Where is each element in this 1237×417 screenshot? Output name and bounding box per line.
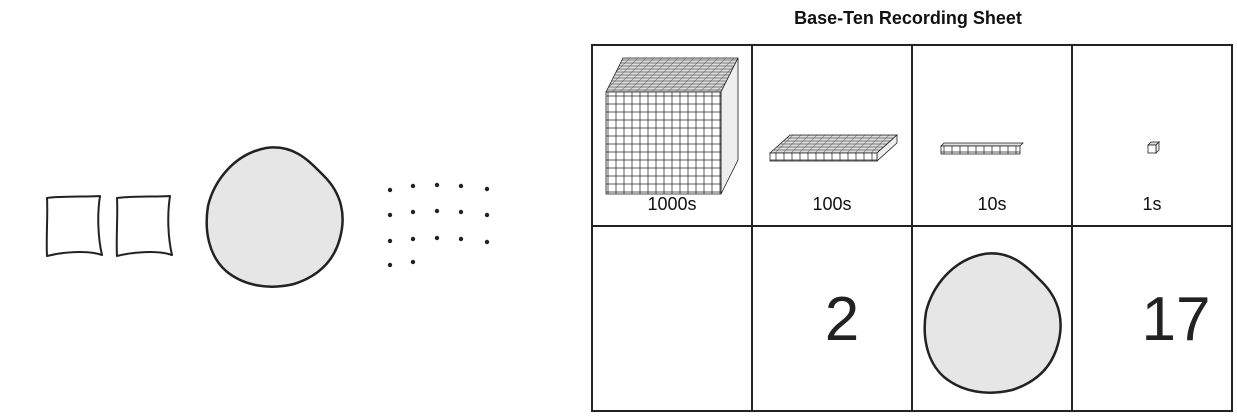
- unit-cube: [1147, 141, 1160, 154]
- count-entry: 2: [825, 285, 859, 354]
- column-label: 1s: [1142, 194, 1161, 214]
- dots-sketch: [387, 182, 490, 268]
- thousand-sketch: [115, 195, 173, 257]
- column-label: 1000s: [647, 194, 696, 214]
- ten-rod: [940, 142, 1024, 155]
- blob-entry: [923, 252, 1062, 394]
- column-label: 10s: [977, 194, 1006, 214]
- column-label: 100s: [812, 194, 851, 214]
- blob-sketch: [205, 146, 344, 288]
- thousand-cube: [605, 57, 739, 195]
- thousand-sketch: [45, 195, 103, 257]
- hand-drawing: [45, 146, 490, 288]
- title: Base-Ten Recording Sheet: [794, 8, 1022, 28]
- table: [591, 44, 1233, 412]
- hundred-flat: [768, 134, 899, 162]
- count-entry: 17: [1142, 285, 1211, 354]
